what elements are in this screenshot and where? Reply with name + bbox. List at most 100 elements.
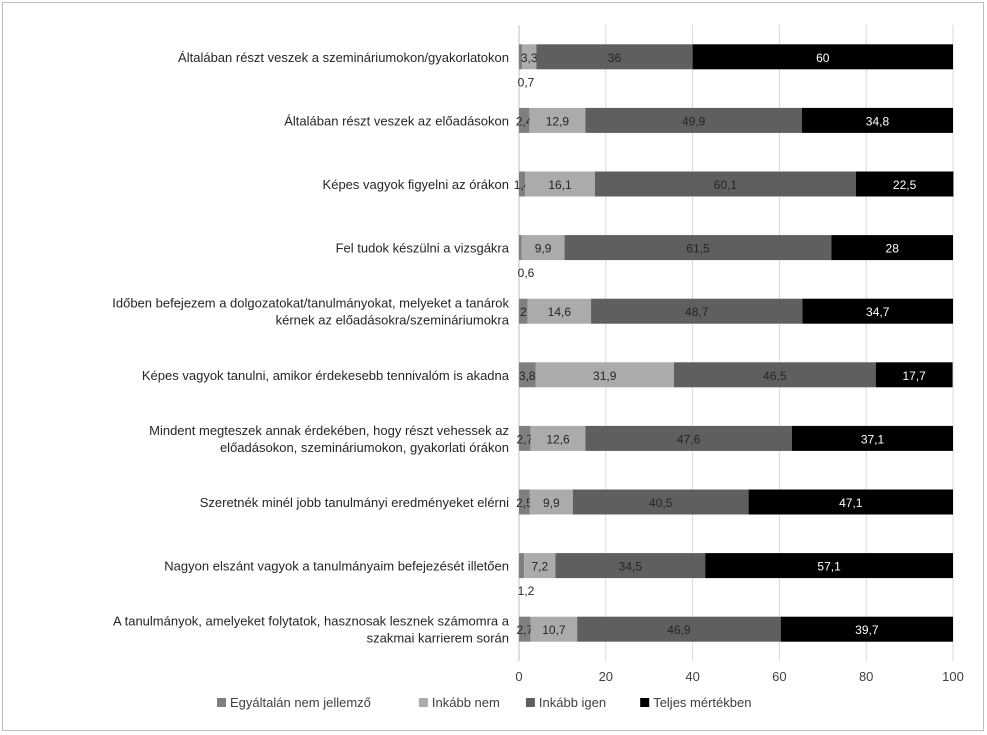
data-label: 22,5	[893, 178, 917, 192]
data-label: 0,6	[518, 266, 535, 280]
category-label: Általában részt veszek a szemináriumokon…	[178, 50, 509, 65]
data-label: 16,1	[548, 178, 572, 192]
bar-segment	[522, 44, 537, 70]
bar-segment	[831, 235, 953, 261]
data-label: 37,1	[861, 432, 885, 446]
data-label: 34,5	[619, 560, 643, 574]
category-label: Képes vagyok figyelni az órákon	[323, 177, 509, 192]
data-label: 14,6	[548, 305, 572, 319]
data-label: 12,9	[546, 114, 570, 128]
x-tick-label: 80	[859, 669, 873, 684]
bar-segment	[780, 616, 953, 642]
data-label: 36	[608, 51, 622, 65]
data-label: 60	[816, 51, 830, 65]
data-label: 47,1	[839, 496, 863, 510]
category-label: előadásokon, szemináriumokon, gyakorlati…	[220, 440, 509, 455]
data-label: 17,7	[902, 369, 926, 383]
legend-swatch	[640, 698, 650, 707]
data-label: 7,2	[531, 560, 548, 574]
legend-label: Egyáltalán nem jellemző	[230, 695, 371, 710]
data-label: 1,2	[518, 584, 535, 598]
bar-segment	[572, 489, 749, 515]
legend-label: Inkább nem	[432, 695, 500, 710]
bar-segment	[521, 235, 565, 261]
bar-segment	[594, 171, 856, 197]
x-tick-label: 0	[515, 669, 522, 684]
legend-swatch	[525, 698, 535, 707]
data-label: 48,7	[685, 305, 709, 319]
data-label: 47,6	[677, 432, 701, 446]
data-label: 40,5	[649, 496, 673, 510]
legend-label: Inkább igen	[539, 695, 606, 710]
data-label: 61,5	[686, 242, 710, 256]
category-label: Fel tudok készülni a vizsgákra	[336, 241, 510, 256]
data-label: 34,8	[866, 114, 890, 128]
data-label: 2	[520, 305, 527, 319]
data-label: 12,6	[546, 432, 570, 446]
bar-segment	[875, 362, 953, 388]
category-label: Nagyon elszánt vagyok a tanulmányaim bef…	[164, 559, 509, 574]
data-label: 34,7	[866, 305, 890, 319]
bar-segment	[692, 44, 953, 70]
bar-segment	[591, 298, 803, 324]
legend-swatch	[217, 698, 226, 707]
bar-segment	[524, 553, 556, 579]
category-label: Időben befejezem a dolgozatokat/tanulmán…	[112, 296, 509, 311]
bar-segment	[585, 425, 792, 451]
x-tick-label: 100	[942, 669, 964, 684]
bar-segment	[705, 553, 953, 579]
bar-segment	[519, 616, 531, 642]
bar-segment	[535, 362, 674, 388]
bar-segment	[748, 489, 953, 515]
data-label: 9,9	[535, 242, 552, 256]
bar-segment	[519, 553, 525, 579]
bar-segment	[855, 171, 954, 197]
bar-segment	[519, 171, 526, 197]
bar-segment	[791, 425, 953, 451]
data-label: 2,4	[516, 114, 533, 128]
bar-segment	[564, 235, 832, 261]
bar-segment	[519, 362, 536, 388]
bar-segment	[519, 44, 523, 70]
x-tick-label: 60	[772, 669, 786, 684]
data-label: 46,5	[763, 369, 787, 383]
category-label: Mindent megteszek annak érdekében, hogy …	[149, 423, 509, 438]
data-label: 10,7	[542, 623, 566, 637]
data-label: 39,7	[855, 623, 879, 637]
data-label: 31,9	[593, 369, 617, 383]
bar-segment	[555, 553, 706, 579]
data-label: 60,1	[714, 178, 738, 192]
bar-segment	[519, 107, 530, 133]
bar-segment	[527, 298, 592, 324]
data-label: 28	[886, 242, 900, 256]
data-label: 3,8	[519, 369, 536, 383]
category-label: A tanulmányok, amelyeket folytatok, hasz…	[113, 614, 510, 629]
category-label: kérnek az előadásokra/szemináriumokra	[276, 313, 510, 328]
bar-segment	[519, 489, 530, 515]
data-label: 57,1	[817, 560, 841, 574]
category-label: Szeretnék minél jobb tanulmányi eredmény…	[200, 495, 509, 510]
legend-swatch	[418, 698, 428, 707]
data-label: 46,9	[667, 623, 691, 637]
bar-segment	[530, 616, 578, 642]
data-label: 49,9	[682, 114, 706, 128]
bar-segment	[801, 107, 953, 133]
category-label: Általában részt veszek az előadásokon	[284, 113, 509, 128]
data-label: 2,5	[516, 496, 533, 510]
stacked-bar-chart: 0 20 40 60 80 100 Általában részt veszek a sze…	[112, 25, 964, 710]
bar-segment	[530, 425, 586, 451]
bar-segment	[577, 616, 781, 642]
x-tick-label: 40	[685, 669, 699, 684]
bar-segment	[525, 171, 595, 197]
data-label: 9,9	[543, 496, 560, 510]
data-label: 2,7	[517, 432, 534, 446]
bar-segment	[529, 489, 573, 515]
bar-segment	[519, 235, 522, 261]
bar-segment	[585, 107, 802, 133]
x-tick-label: 20	[599, 669, 613, 684]
legend-label: Teljes mértékben	[653, 695, 751, 710]
data-label: 2,7	[517, 623, 534, 637]
category-label: Képes vagyok tanulni, amikor érdekesebb …	[142, 368, 510, 383]
bar-segment	[529, 107, 586, 133]
